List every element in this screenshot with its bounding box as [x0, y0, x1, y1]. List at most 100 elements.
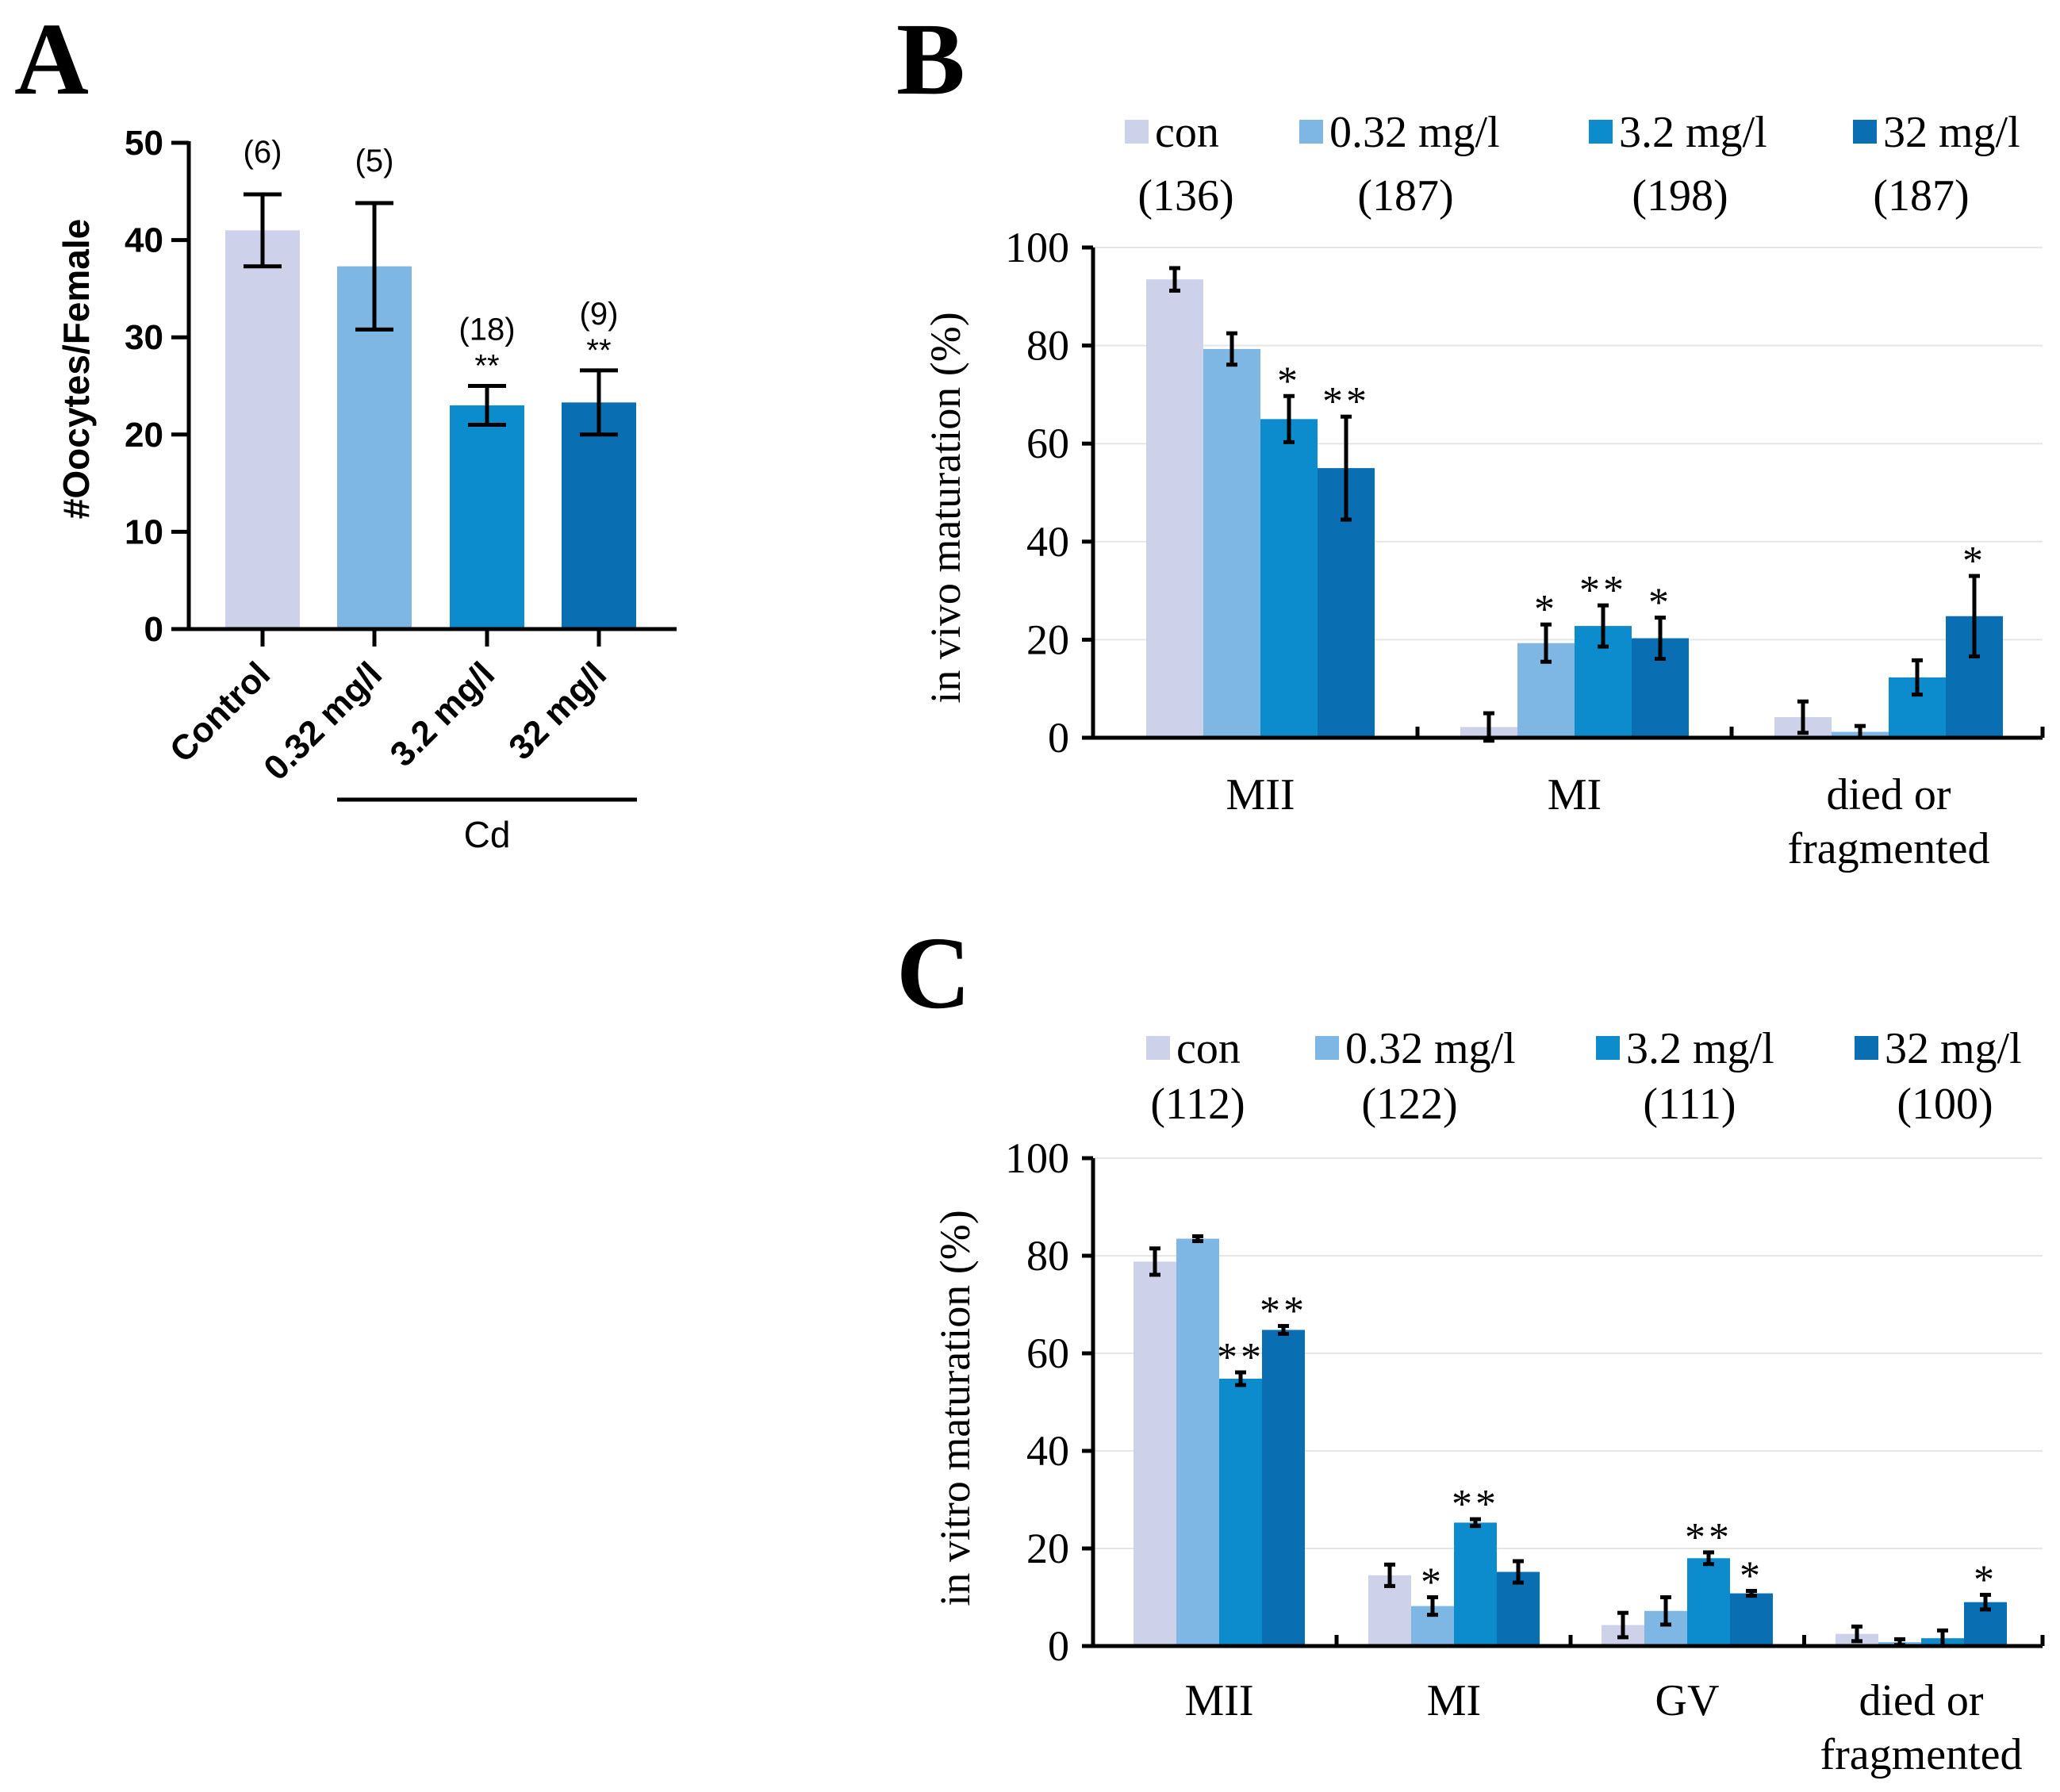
b-legend-label-4: 32 mg/l [1883, 108, 2020, 157]
c-legend-label-4: 32 mg/l [1885, 1024, 2022, 1073]
c-significance-2-2: * [1421, 1560, 1444, 1606]
c-y-tick-label: 40 [1026, 1427, 1069, 1475]
b-x-tick-label: MII [1226, 770, 1295, 819]
c-legend-n-4: (100) [1897, 1080, 1993, 1129]
c-significance-3-4: * [1740, 1554, 1763, 1599]
c-x-tick-label: died or [1859, 1676, 1983, 1725]
c-x-tick-label: fragmented [1820, 1730, 2023, 1779]
panel-c-legend: con (112) 0.32 mg/l (122) 3.2 mg/l (111) 32 mg… [1146, 1024, 2022, 1129]
c-x-tick-label: MII [1184, 1676, 1253, 1725]
panel-a-axes [186, 141, 677, 631]
b-legend-label-2: 0.32 mg/l [1329, 108, 1500, 157]
c-legend-label-3: 3.2 mg/l [1626, 1024, 1774, 1073]
panel-a-bar-1 [225, 230, 300, 629]
panel-a-y-tick-label: 20 [125, 416, 163, 455]
panel-a-x-tick-label: 0.32 mg/l [256, 654, 389, 788]
panel-b-bars [1146, 279, 2003, 738]
c-legend-n-2: (122) [1361, 1080, 1457, 1129]
panel-a-cd-label: Cd [464, 814, 511, 855]
panel-a-significance-4: ** [586, 333, 611, 368]
panel-a-y-tick-label: 50 [125, 124, 163, 163]
b-y-tick-label: 0 [1048, 714, 1069, 762]
panel-b: B con (136) 0.32 mg/l (187) 3.2 mg/l (198) 32 … [896, 2, 2045, 873]
c-y-tick-label: 80 [1026, 1232, 1069, 1280]
b-legend-swatch-2 [1299, 120, 1323, 144]
c-legend-swatch-1 [1146, 1036, 1170, 1060]
panel-a-x-tick-label: 32 mg/l [501, 654, 614, 767]
panel-a-y-tick-label: 0 [144, 610, 163, 649]
c-significance-1-3: ** [1217, 1335, 1264, 1380]
panel-a-y-tick-label: 10 [125, 512, 163, 551]
panel-b-y-axis-label: in vivo maturation (%) [922, 312, 969, 703]
panel-a-bar-3 [450, 405, 524, 629]
panel-c: C con (112) 0.32 mg/l (122) 3.2 mg/l (111) 32 … [896, 916, 2045, 1779]
panel-c-y-ticks: 0 20 40 60 80 100 [1005, 1134, 1093, 1670]
c-bar-2-3 [1454, 1522, 1497, 1646]
c-bar-3-4 [1730, 1593, 1773, 1646]
panel-c-x-tick-labels: MII MI GV died or fragmented [1184, 1676, 2022, 1779]
b-x-tick-label: fragmented [1788, 824, 1990, 873]
c-y-tick-label: 20 [1026, 1525, 1069, 1572]
panel-a-label: A [14, 2, 89, 117]
c-legend-n-1: (112) [1150, 1080, 1245, 1129]
panel-a-y-tick-label: 30 [125, 318, 163, 357]
panel-a-n-label-1: (6) [244, 135, 282, 170]
c-significance-1-4: ** [1260, 1289, 1307, 1334]
panel-a-n-label-2: (5) [355, 144, 394, 178]
panel-b-significance: * *** ** ** [1277, 359, 1986, 632]
panel-b-x-tick-labels: MII MI died or fragmented [1226, 770, 1989, 873]
panel-c-label: C [896, 916, 971, 1030]
c-bar-1-1 [1134, 1261, 1176, 1646]
b-bar-1-1 [1146, 279, 1203, 738]
panel-a-annotations: (6) (5)**(18)**(9) [244, 135, 619, 384]
panel-b-label: B [896, 2, 965, 117]
b-y-tick-label: 40 [1026, 518, 1069, 566]
b-y-tick-label: 60 [1026, 420, 1069, 467]
panel-a-y-ticks: 0 10 20 30 40 50 [125, 124, 189, 649]
panel-a-y-tick-label: 40 [125, 221, 163, 260]
c-x-tick-label: MI [1427, 1676, 1481, 1725]
c-y-tick-label: 0 [1048, 1622, 1069, 1670]
panel-b-error-bars [1169, 266, 1980, 743]
panel-a-bar-4 [562, 402, 636, 629]
b-significance-1-4: ** [1322, 379, 1370, 424]
panel-a-bars [225, 230, 636, 629]
panel-a-n-label-4: (9) [580, 297, 619, 332]
b-legend-n-2: (187) [1357, 171, 1453, 221]
panel-b-legend: con (136) 0.32 mg/l (187) 3.2 mg/l (198) 32 mg… [1125, 108, 2020, 221]
c-legend-n-3: (111) [1643, 1080, 1736, 1129]
panel-a-error-bars [244, 192, 618, 437]
b-significance-3-4: * [1962, 539, 1986, 584]
c-legend-label-1: con [1176, 1024, 1241, 1073]
b-legend-label-3: 3.2 mg/l [1619, 108, 1767, 157]
b-x-tick-label: died or [1826, 770, 1951, 819]
b-legend-swatch-3 [1589, 120, 1613, 144]
c-y-tick-label: 100 [1005, 1134, 1069, 1182]
b-significance-2-4: * [1648, 581, 1672, 626]
c-bar-1-3 [1219, 1378, 1262, 1646]
b-legend-swatch-1 [1125, 120, 1149, 144]
b-significance-2-2: * [1534, 587, 1558, 632]
c-significance-4-4: * [1974, 1557, 1997, 1602]
c-legend-swatch-4 [1855, 1036, 1878, 1060]
b-legend-n-1: (136) [1137, 171, 1233, 221]
c-legend-swatch-3 [1596, 1036, 1620, 1060]
panel-a-y-axis-label: #Oocytes/Female [56, 219, 97, 519]
c-bar-3-3 [1687, 1558, 1730, 1646]
b-y-tick-label: 80 [1026, 322, 1069, 370]
c-legend-label-2: 0.32 mg/l [1345, 1024, 1516, 1073]
c-x-tick-label: GV [1655, 1676, 1720, 1725]
b-bar-1-3 [1260, 419, 1318, 738]
c-legend-swatch-2 [1315, 1036, 1339, 1060]
b-legend-label-1: con [1155, 108, 1219, 157]
c-bar-1-2 [1176, 1238, 1219, 1646]
b-bar-1-2 [1203, 348, 1260, 738]
b-y-tick-label: 20 [1026, 616, 1069, 663]
b-significance-2-3: ** [1579, 568, 1627, 613]
c-significance-2-3: ** [1452, 1482, 1499, 1527]
panel-b-y-ticks: 0 20 40 60 80 100 [1005, 224, 1093, 762]
panel-a-x-tick-label: Control [163, 654, 278, 769]
